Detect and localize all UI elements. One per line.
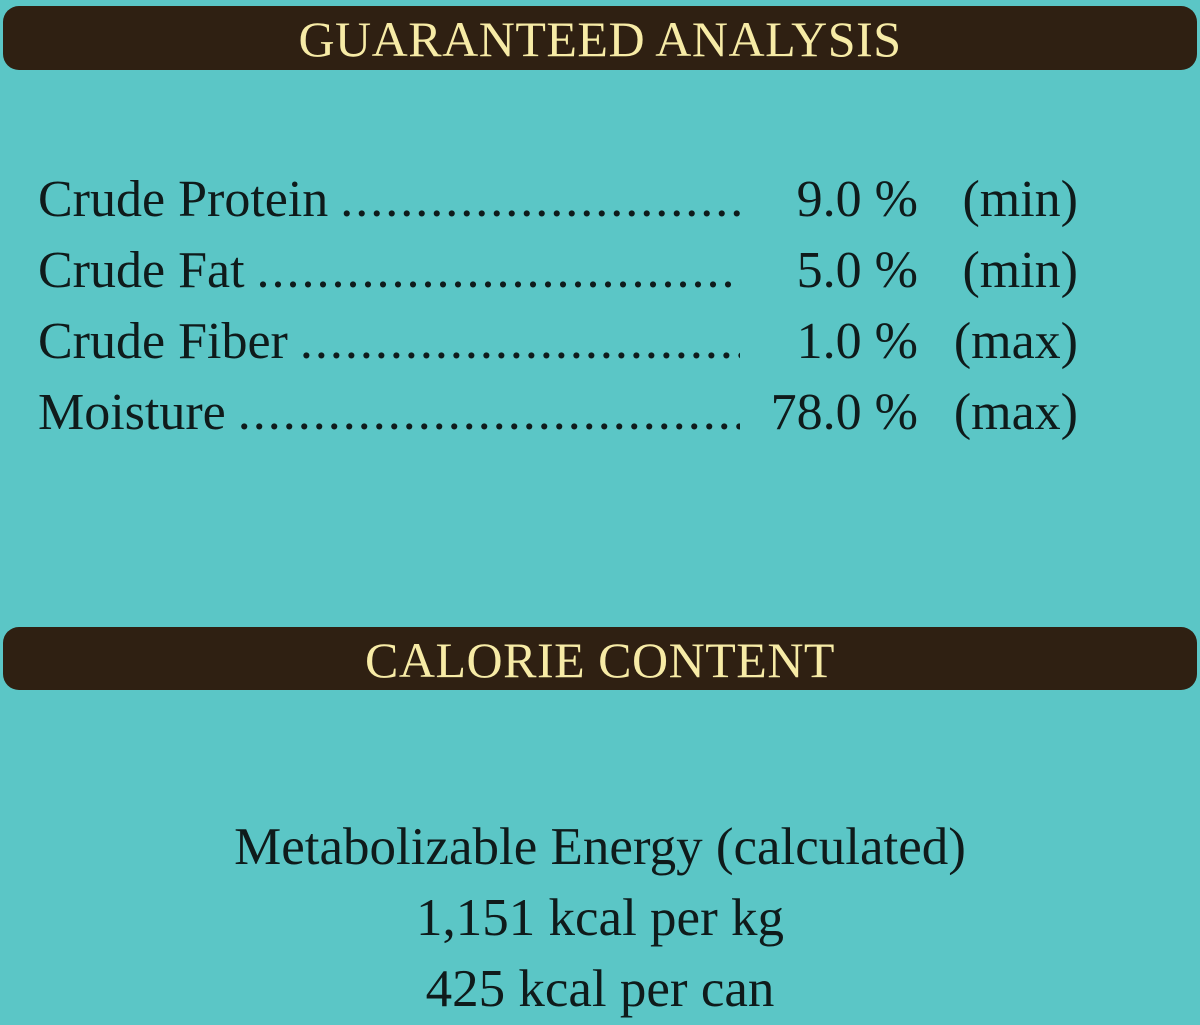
analysis-row-moisture: Moisture 78.0 % (max): [38, 383, 1078, 454]
calorie-content-block: Metabolizable Energy (calculated) 1,151 …: [0, 812, 1200, 1025]
analysis-table: Crude Protein 9.0 % (min) Crude Fat 5.0 …: [38, 170, 1078, 454]
analysis-row-crude-fat: Crude Fat 5.0 % (min): [38, 241, 1078, 312]
calorie-line-per-can: 425 kcal per can: [425, 960, 775, 1018]
analysis-label: Crude Fat: [38, 242, 245, 299]
dot-leader: [238, 383, 740, 443]
calorie-content-title: CALORIE CONTENT: [365, 632, 835, 688]
calorie-content-banner: CALORIE CONTENT: [3, 627, 1197, 690]
analysis-value: 5.0 %: [796, 242, 918, 299]
analysis-qualifier: (min): [962, 242, 1078, 299]
analysis-value: 1.0 %: [796, 313, 918, 370]
analysis-value: 9.0 %: [796, 171, 918, 228]
analysis-value: 78.0 %: [770, 384, 918, 441]
calorie-line-energy-heading: Metabolizable Energy (calculated): [234, 818, 966, 876]
guaranteed-analysis-banner: GUARANTEED ANALYSIS: [3, 6, 1197, 70]
analysis-label: Crude Protein: [38, 171, 329, 228]
analysis-row-crude-fiber: Crude Fiber 1.0 % (max): [38, 312, 1078, 383]
analysis-label: Crude Fiber: [38, 313, 288, 370]
dot-leader: [300, 312, 740, 372]
analysis-qualifier: (max): [953, 313, 1078, 370]
analysis-qualifier: (max): [953, 384, 1078, 441]
analysis-row-crude-protein: Crude Protein 9.0 % (min): [38, 170, 1078, 241]
analysis-label: Moisture: [38, 384, 226, 441]
guaranteed-analysis-title: GUARANTEED ANALYSIS: [298, 11, 902, 67]
calorie-line-per-kg: 1,151 kcal per kg: [416, 889, 784, 947]
analysis-qualifier: (min): [962, 171, 1078, 228]
dot-leader: [257, 241, 740, 301]
dot-leader: [340, 170, 740, 230]
